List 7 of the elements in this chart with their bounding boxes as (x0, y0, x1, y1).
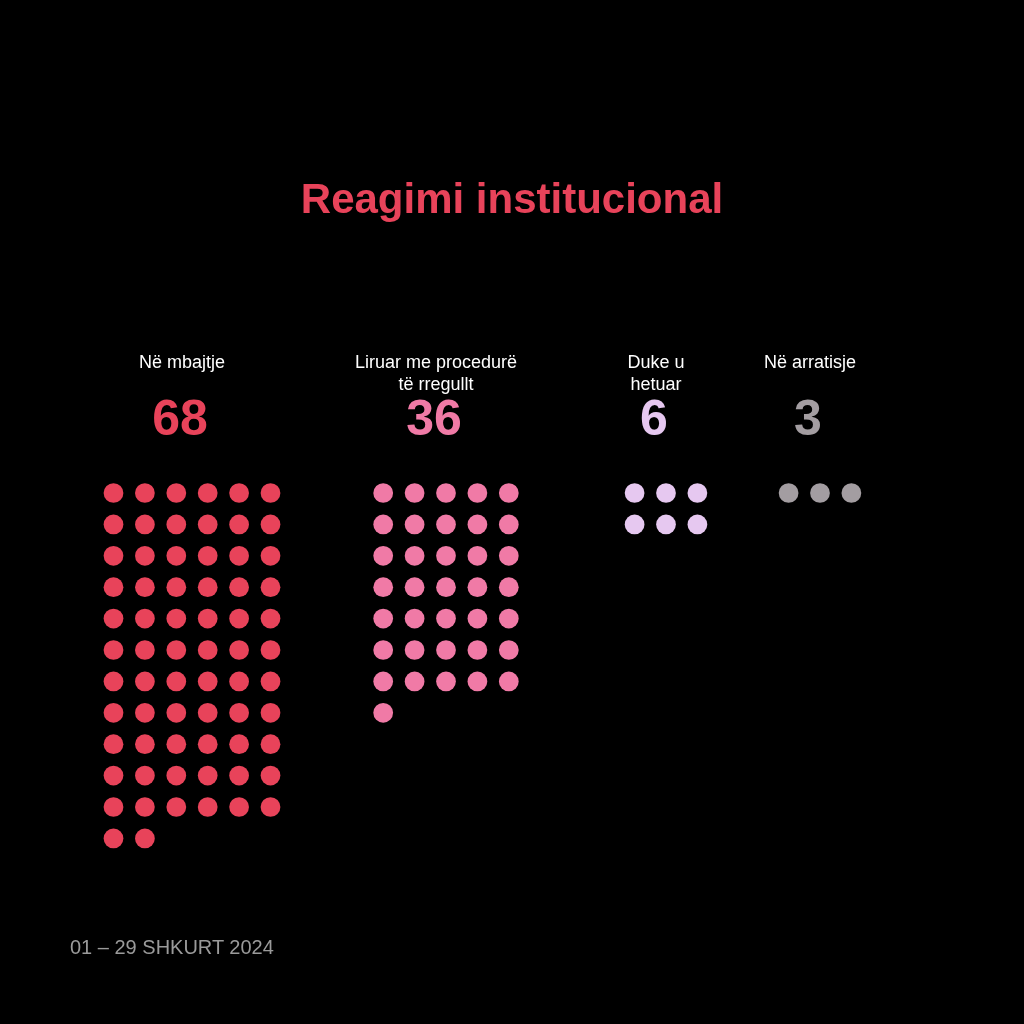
category-label: Në mbajtje (138, 352, 226, 372)
category-label: Liruar me procedurë të rregullt (354, 352, 518, 394)
text: Reagimi institucional (300, 175, 724, 222)
data-label: 3 (794, 390, 822, 446)
category-label: Në arratisje (763, 352, 857, 372)
data-label: 68 (152, 390, 208, 446)
text: 01 – 29 SHKURT 2024 (70, 936, 274, 958)
